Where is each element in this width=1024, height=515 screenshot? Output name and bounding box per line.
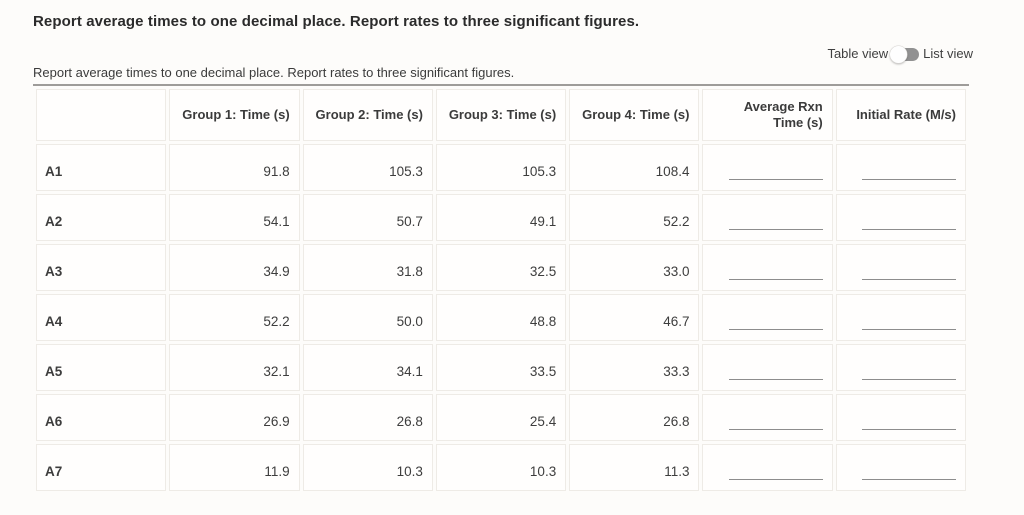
group-time-value: 33.3 <box>569 344 700 391</box>
group-time-value: 34.1 <box>302 344 433 391</box>
row-label: A1 <box>36 144 167 191</box>
initial-rate-cell <box>835 244 966 291</box>
group-time-value: 11.3 <box>569 444 700 491</box>
initial-rate-cell <box>835 344 966 391</box>
initial-rate-input[interactable] <box>862 266 956 280</box>
page-title: Report average times to one decimal plac… <box>33 13 640 30</box>
initial-rate-input[interactable] <box>862 166 956 180</box>
average-rxn-time-input[interactable] <box>728 266 823 280</box>
column-header: Initial Rate (M/s) <box>835 89 966 141</box>
average-rxn-time-cell <box>702 294 833 341</box>
column-header: Group 4: Time (s) <box>569 89 700 141</box>
group-time-value: 48.8 <box>435 294 567 341</box>
initial-rate-cell <box>835 394 966 441</box>
group-time-value: 32.5 <box>435 244 567 291</box>
group-time-value: 33.5 <box>435 344 567 391</box>
column-header: Group 2: Time (s) <box>302 89 433 141</box>
average-rxn-time-input[interactable] <box>728 466 823 480</box>
initial-rate-cell <box>835 194 966 241</box>
row-label: A5 <box>36 344 167 391</box>
initial-rate-input[interactable] <box>862 316 956 330</box>
table-row: A7 11.9 10.3 10.3 11.3 <box>36 444 966 491</box>
table-row: A5 32.1 34.1 33.5 33.3 <box>36 344 966 391</box>
lab-report-page: Report average times to one decimal plac… <box>33 13 973 494</box>
group-time-value: 25.4 <box>435 394 567 441</box>
average-rxn-time-cell <box>702 444 833 491</box>
header-row: Group 1: Time (s) Group 2: Time (s) Group … <box>36 89 966 141</box>
group-time-value: 32.1 <box>169 344 300 391</box>
group-time-value: 54.1 <box>169 194 300 241</box>
initial-rate-input[interactable] <box>862 366 956 380</box>
group-time-value: 26.8 <box>569 394 700 441</box>
column-header: Average Rxn Time (s) <box>702 89 833 141</box>
data-table: Group 1: Time (s) Group 2: Time (s) Group … <box>33 86 969 494</box>
table-row: A3 34.9 31.8 32.5 33.0 <box>36 244 966 291</box>
table-row: A2 54.1 50.7 49.1 52.2 <box>36 194 966 241</box>
group-time-value: 52.2 <box>169 294 300 341</box>
average-rxn-time-input[interactable] <box>728 316 823 330</box>
group-time-value: 91.8 <box>169 144 300 191</box>
view-toggle-row: Table view List view <box>33 44 973 64</box>
group-time-value: 10.3 <box>435 444 567 491</box>
group-time-value: 105.3 <box>435 144 567 191</box>
group-time-value: 26.8 <box>302 394 433 441</box>
average-rxn-time-cell <box>702 194 833 241</box>
initial-rate-cell <box>835 294 966 341</box>
group-time-value: 50.0 <box>302 294 433 341</box>
column-header: Group 1: Time (s) <box>169 89 300 141</box>
group-time-value: 105.3 <box>302 144 433 191</box>
row-label: A3 <box>36 244 167 291</box>
table-list-view-toggle[interactable] <box>890 44 921 64</box>
corner-header-cell <box>36 89 167 141</box>
table-row: A4 52.2 50.0 48.8 46.7 <box>36 294 966 341</box>
average-rxn-time-input[interactable] <box>728 216 823 230</box>
table-view-label[interactable]: Table view <box>827 46 889 61</box>
average-rxn-time-input[interactable] <box>728 366 823 380</box>
group-time-value: 31.8 <box>302 244 433 291</box>
group-time-value: 50.7 <box>302 194 433 241</box>
group-time-value: 10.3 <box>302 444 433 491</box>
average-rxn-time-cell <box>702 344 833 391</box>
table-row: A1 91.8 105.3 105.3 108.4 <box>36 144 966 191</box>
average-rxn-time-cell <box>702 244 833 291</box>
group-time-value: 33.0 <box>569 244 700 291</box>
row-label: A7 <box>36 444 167 491</box>
row-label: A2 <box>36 194 167 241</box>
average-rxn-time-input[interactable] <box>728 416 823 430</box>
list-view-label[interactable]: List view <box>923 46 973 61</box>
average-rxn-time-cell <box>702 394 833 441</box>
initial-rate-input[interactable] <box>862 416 956 430</box>
row-label: A6 <box>36 394 167 441</box>
group-time-value: 52.2 <box>569 194 700 241</box>
initial-rate-input[interactable] <box>862 216 956 230</box>
group-time-value: 34.9 <box>169 244 300 291</box>
average-rxn-time-cell <box>702 144 833 191</box>
group-time-value: 26.9 <box>169 394 300 441</box>
group-time-value: 108.4 <box>569 144 700 191</box>
row-label: A4 <box>36 294 167 341</box>
initial-rate-cell <box>835 444 966 491</box>
group-time-value: 49.1 <box>435 194 567 241</box>
group-time-value: 11.9 <box>169 444 300 491</box>
column-header: Group 3: Time (s) <box>435 89 567 141</box>
table-caption: Report average times to one decimal plac… <box>33 65 515 80</box>
data-table-wrap: Group 1: Time (s) Group 2: Time (s) Group … <box>33 84 969 494</box>
initial-rate-input[interactable] <box>862 466 956 480</box>
group-time-value: 46.7 <box>569 294 700 341</box>
toggle-thumb-icon <box>890 45 908 63</box>
average-rxn-time-input[interactable] <box>728 166 823 180</box>
initial-rate-cell <box>835 144 966 191</box>
table-row: A6 26.9 26.8 25.4 26.8 <box>36 394 966 441</box>
